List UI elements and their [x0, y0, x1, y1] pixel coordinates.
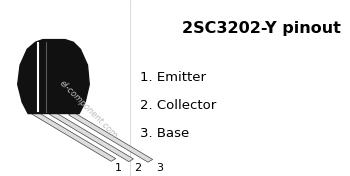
- Polygon shape: [32, 111, 116, 161]
- Text: 3. Base: 3. Base: [140, 127, 190, 140]
- Text: 2SC3202-Y pinout: 2SC3202-Y pinout: [182, 21, 341, 36]
- Text: 1. Emitter: 1. Emitter: [140, 71, 206, 84]
- Text: 2: 2: [134, 163, 142, 173]
- Text: el-component.com: el-component.com: [58, 78, 119, 140]
- Polygon shape: [49, 112, 133, 162]
- Text: 1: 1: [115, 164, 122, 173]
- Polygon shape: [18, 40, 89, 114]
- Text: 3: 3: [157, 163, 164, 172]
- Polygon shape: [69, 112, 153, 162]
- Text: 2. Collector: 2. Collector: [140, 99, 217, 112]
